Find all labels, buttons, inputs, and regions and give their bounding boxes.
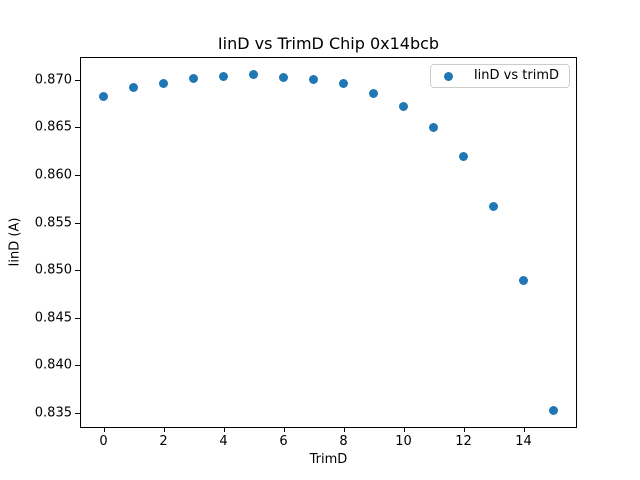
- y-tick-label: 0.845: [34, 310, 72, 326]
- data-point: [309, 75, 318, 85]
- x-tick-label: 8: [339, 434, 348, 449]
- x-tick-label: 14: [515, 434, 532, 449]
- x-tick-label: 6: [279, 434, 288, 449]
- data-point: [519, 276, 528, 286]
- data-point: [429, 122, 438, 132]
- data-point: [399, 102, 408, 111]
- y-axis-label: IinD (A): [7, 217, 23, 267]
- x-tick: [343, 427, 345, 432]
- x-tick-label: 2: [159, 434, 168, 449]
- x-tick-label: 4: [219, 434, 228, 449]
- x-axis-label: TrimD: [309, 452, 348, 467]
- x-tick: [163, 427, 165, 432]
- data-point: [129, 82, 138, 92]
- data-point: [219, 71, 228, 81]
- x-tick: [223, 427, 225, 432]
- y-tick-label: 0.870: [34, 72, 72, 88]
- data-point: [279, 73, 288, 83]
- y-tick-label: 0.850: [34, 262, 72, 278]
- y-tick-label: 0.865: [34, 119, 72, 135]
- y-tick: [75, 365, 81, 367]
- plot-title: IinD vs TrimD Chip 0x14bcb: [217, 34, 440, 53]
- y-tick: [75, 317, 81, 319]
- x-tick: [103, 427, 105, 432]
- x-tick: [523, 427, 525, 432]
- x-tick: [403, 427, 405, 432]
- y-tick: [75, 79, 81, 81]
- data-point: [369, 88, 378, 98]
- data-point: [549, 406, 558, 416]
- y-tick-label: 0.835: [34, 405, 72, 421]
- data-point: [489, 201, 498, 211]
- y-tick: [75, 127, 81, 129]
- y-tick: [75, 270, 81, 272]
- legend: IinD vs trimD: [429, 64, 570, 88]
- x-tick-label: 10: [395, 434, 412, 449]
- data-point: [159, 79, 168, 89]
- legend-label: IinD vs trimD: [473, 68, 559, 83]
- y-tick-label: 0.855: [34, 215, 72, 231]
- x-tick: [283, 427, 285, 432]
- data-point: [189, 74, 198, 84]
- y-tick: [75, 222, 81, 224]
- y-tick-label: 0.860: [34, 167, 72, 183]
- data-point: [339, 79, 348, 89]
- x-tick-label: 12: [455, 434, 472, 449]
- y-tick: [75, 412, 81, 414]
- scatter-marker-icon: [443, 71, 453, 81]
- data-point: [99, 91, 108, 101]
- x-tick-label: 0: [99, 434, 108, 449]
- data-point: [249, 69, 258, 79]
- plot-area: IinD vs trimD 0 2 4 6 8 10 12 14 0.835 0.840 0.845…: [35, 57, 577, 448]
- x-tick: [463, 427, 465, 432]
- y-tick: [75, 174, 81, 176]
- data-point: [459, 152, 468, 162]
- y-tick-label: 0.840: [34, 357, 72, 373]
